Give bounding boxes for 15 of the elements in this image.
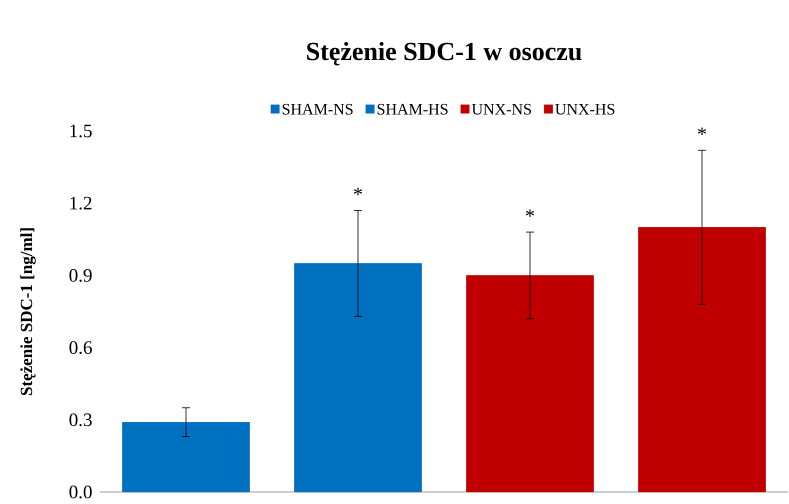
legend-label: SHAM-NS [282,104,353,115]
y-axis-title: Stężenie SDC-1 [ng/ml] [20,228,36,396]
annotation: * [698,128,706,135]
y-tick-label: 0.3 [69,413,92,426]
y-tick-label: 0.6 [69,341,92,354]
y-tick-label: 1.2 [70,196,92,210]
legend-label: UNX-NS [472,104,531,115]
y-tick-label: 1.5 [70,124,92,138]
legend-label: UNX-HS [555,104,614,115]
annotation: * [526,209,534,217]
annotation: * [354,188,362,196]
legend-label: SHAM-HS [378,104,448,115]
chart-title: Stężenie SDC-1 w osoczu [307,42,582,66]
y-tick-label: 0.9 [69,268,92,282]
y-tick-label: 0.0 [69,486,92,498]
